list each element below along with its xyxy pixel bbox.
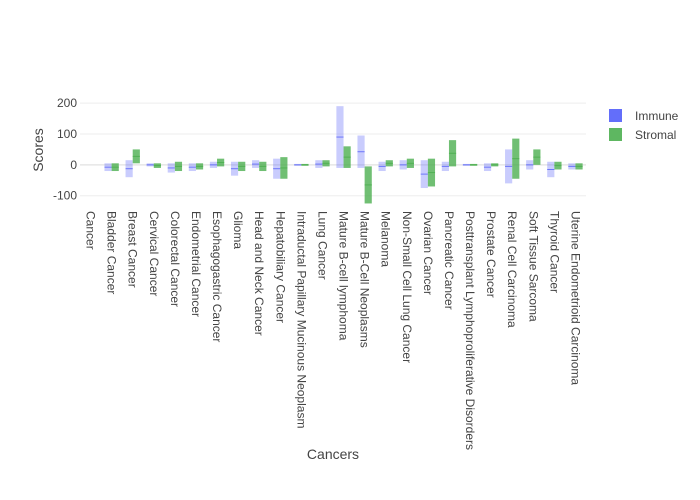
- x-tick-label: Colorectal Cancer: [168, 211, 182, 307]
- x-tick-label: Breast Cancer: [126, 211, 140, 288]
- x-tick-label: Bladder Cancer: [105, 211, 119, 294]
- y-tick-label: 0: [70, 158, 77, 172]
- x-tick-label: Cervical Cancer: [147, 211, 161, 296]
- legend-swatch-stromal[interactable]: [609, 128, 622, 141]
- x-tick-label: Mature B-cell lymphoma: [337, 211, 351, 341]
- x-tick-label: Endometrial Cancer: [189, 211, 203, 317]
- x-tick-label: Glioma: [231, 211, 245, 249]
- x-tick-label: Mature B-Cell Neoplasms: [358, 211, 372, 348]
- legend-swatch-immune[interactable]: [609, 109, 622, 122]
- y-tick-label: 200: [57, 96, 77, 110]
- legend-label-immune[interactable]: Immune: [635, 109, 679, 123]
- x-tick-label: Uterine Endometrioid Carcinoma: [568, 211, 582, 385]
- x-tick-label: Lung Cancer: [315, 211, 329, 280]
- x-tick-label: Posttransplant Lymphoproliferative Disor…: [463, 211, 477, 450]
- bars: [104, 106, 583, 204]
- x-tick-label: Renal Cell Carcinoma: [505, 211, 519, 328]
- x-axis-ticks: Cancer Bladder Cancer Breast Cancer Cervica…: [84, 211, 583, 450]
- x-tick-label: Soft Tissue Sarcoma: [526, 211, 540, 322]
- x-tick-label: Melanoma: [379, 211, 393, 267]
- legend-label-stromal[interactable]: Stromal: [635, 128, 676, 142]
- y-tick-label: -100: [53, 189, 77, 203]
- x-tick-label: Cancer: [84, 211, 98, 250]
- x-tick-label: Esophagogastric Cancer: [210, 211, 224, 342]
- x-tick-label: Non-Small Cell Lung Cancer: [400, 211, 414, 363]
- x-tick-label: Head and Neck Cancer: [252, 211, 266, 336]
- x-tick-label: Intraductal Papillary Mucinous Neoplasm: [294, 211, 308, 428]
- x-tick-label: Pancreatic Cancer: [442, 211, 456, 310]
- x-tick-label: Hepatobiliary Cancer: [273, 211, 287, 323]
- x-tick-label: Thyroid Cancer: [547, 211, 561, 293]
- y-axis-title: Scores: [30, 128, 46, 172]
- x-tick-label: Prostate Cancer: [484, 211, 498, 298]
- y-tick-label: 100: [57, 127, 77, 141]
- legend[interactable]: Immune Stromal: [609, 109, 679, 142]
- x-tick-label: Ovarian Cancer: [421, 211, 435, 295]
- y-axis-ticks: -100 0 100 200: [53, 96, 77, 203]
- grid-lines: [80, 102, 586, 197]
- x-axis-title: Cancers: [307, 446, 359, 462]
